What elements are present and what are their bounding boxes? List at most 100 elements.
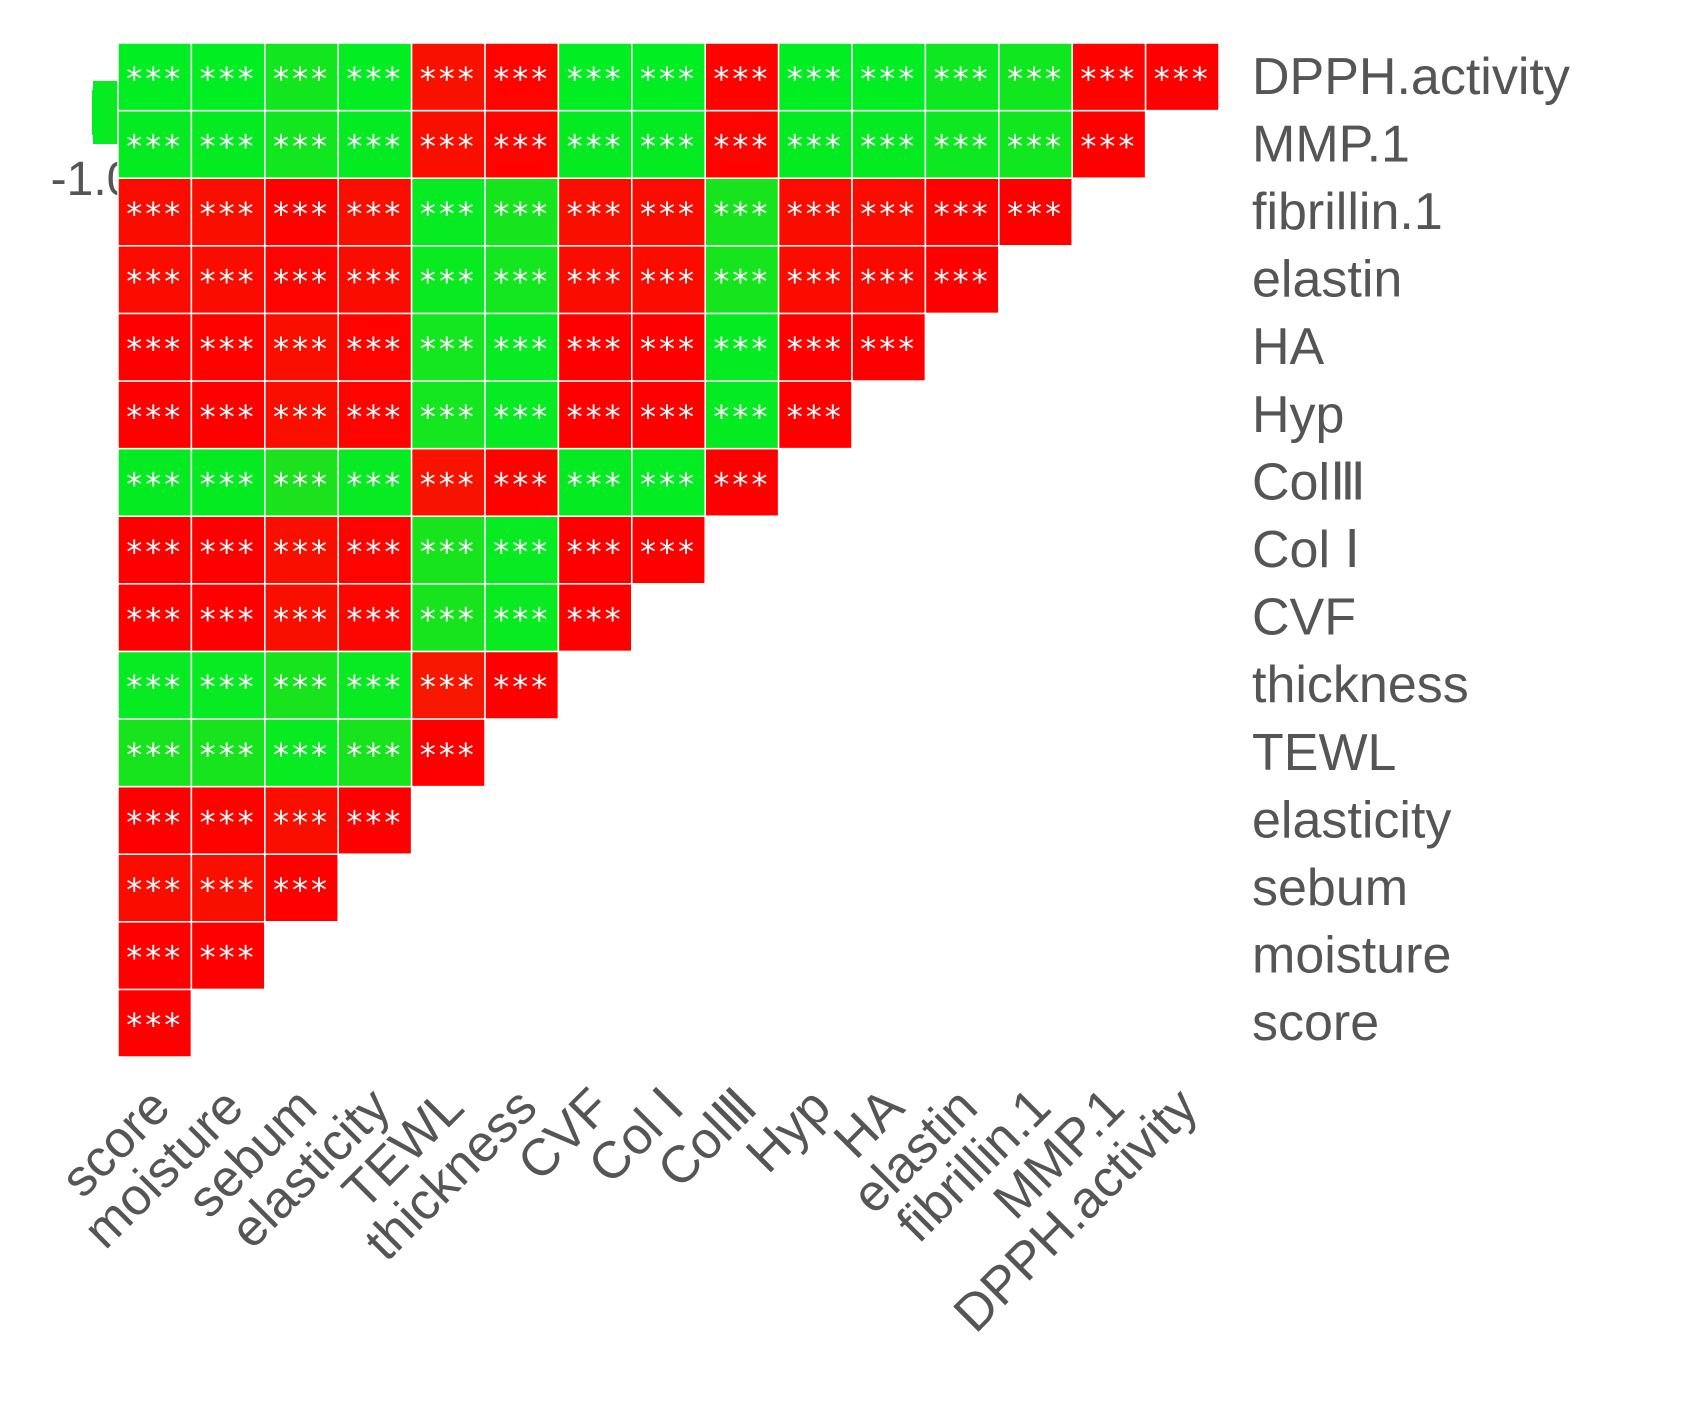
significance-marker: *** [126,533,183,571]
significance-marker: *** [1080,60,1137,98]
heatmap-cell: *** [264,583,339,653]
cell-tewl-score [117,718,193,788]
significance-marker: *** [713,127,770,165]
significance-marker: *** [200,465,257,503]
row-label-ha: HA [1252,318,1325,376]
row-label-col: Col Ⅰ [1252,521,1360,579]
cell-col-sebum [264,447,339,517]
cell-hyp-elasticity [337,380,413,450]
heatmap-cell: *** [337,447,413,517]
cell-fibrillin-1-moisture [190,177,266,247]
significance-marker: *** [346,668,403,706]
cell-mmp-1-hyp [777,109,853,179]
heatmap-cell: *** [264,447,339,517]
heatmap-cell: *** [484,515,560,585]
significance-marker: *** [200,330,257,368]
heatmap-cell: *** [1071,42,1147,112]
heatmap-cell: *** [557,177,633,247]
heatmap-cell: *** [190,177,266,247]
heatmap-cell: *** [631,380,706,450]
cell-dpph-activity-sebum [264,42,339,112]
row-label-hyp: Hyp [1252,386,1344,444]
heatmap-cell: *** [264,177,339,247]
cell-elastin-sebum [264,245,339,315]
significance-marker: *** [567,330,624,368]
row-label-fibrillin-1: fibrillin.1 [1252,183,1443,241]
heatmap-cell: *** [704,447,780,517]
heatmap-cell: *** [851,109,927,179]
heatmap-cell: *** [117,312,193,382]
significance-marker: *** [567,263,624,301]
cell-elasticity-elasticity [337,785,413,855]
heatmap-cell: *** [484,245,560,315]
cell-col-col [631,515,706,585]
cell-hyp-tewl [410,380,486,450]
cell-ha-sebum [264,312,339,382]
heatmap-cell: *** [851,245,927,315]
significance-marker: *** [126,803,183,841]
heatmap-cell: *** [704,380,780,450]
significance-marker: *** [713,195,770,233]
row-label-score: score [1252,994,1379,1052]
significance-marker: *** [420,668,477,706]
cell-col-col [704,447,780,517]
significance-marker: *** [567,533,624,571]
cell-fibrillin-1-cvf [557,177,633,247]
row-label-tewl: TEWL [1252,724,1396,782]
significance-marker: *** [934,60,991,98]
heatmap-cell: *** [337,785,413,855]
significance-marker: *** [273,465,330,503]
significance-marker: *** [346,263,403,301]
cell-elastin-cvf [557,245,633,315]
significance-marker: *** [273,127,330,165]
heatmap-cell: *** [851,312,927,382]
heatmap-cell: *** [557,245,633,315]
heatmap-cell: *** [190,785,266,855]
cell-mmp-1-col [631,109,706,179]
row-label-cvf: CVF [1252,589,1356,647]
significance-marker: *** [713,330,770,368]
cell-mmp-1-thickness [484,109,560,179]
cell-dpph-activity-mmp-1 [1071,42,1147,112]
heatmap-cell: *** [484,42,560,112]
heatmap-cell: *** [337,245,413,315]
heatmap-cell: *** [117,42,193,112]
cell-dpph-activity-fibrillin-1 [998,42,1073,112]
heatmap-cell: *** [557,109,633,179]
significance-marker: *** [200,60,257,98]
heatmap-cell: *** [484,109,560,179]
cell-hyp-col [631,380,706,450]
cell-dpph-activity-elastin [924,42,1000,112]
heatmap-cell: *** [410,177,486,247]
significance-marker: *** [126,601,183,639]
cell-hyp-cvf [557,380,633,450]
heatmap-cell: *** [631,515,706,585]
significance-marker: *** [126,60,183,98]
significance-marker: *** [346,465,403,503]
heatmap-cell: *** [557,312,633,382]
significance-marker: *** [567,127,624,165]
significance-marker: *** [200,803,257,841]
significance-marker: *** [200,533,257,571]
significance-marker: *** [713,398,770,436]
significance-marker: *** [420,195,477,233]
significance-marker: *** [640,127,697,165]
heatmap-cell: *** [117,583,193,653]
heatmap-cell: *** [117,515,193,585]
cell-moisture-score [117,921,193,991]
heatmap-cell: *** [704,109,780,179]
significance-marker: *** [567,465,624,503]
cell-col-score [117,515,193,585]
significance-marker: *** [273,195,330,233]
heatmap-cell: *** [1144,42,1220,112]
row-label-moisture: moisture [1252,927,1451,985]
heatmap-cell: *** [264,718,339,788]
cell-cvf-cvf [557,583,633,653]
heatmap-cell: *** [557,447,633,517]
significance-marker: *** [126,871,183,909]
cell-score-score [117,988,193,1058]
heatmap-cell: *** [1071,109,1147,179]
significance-marker: *** [493,601,550,639]
cell-col-elasticity [337,515,413,585]
cell-fibrillin-1-thickness [484,177,560,247]
